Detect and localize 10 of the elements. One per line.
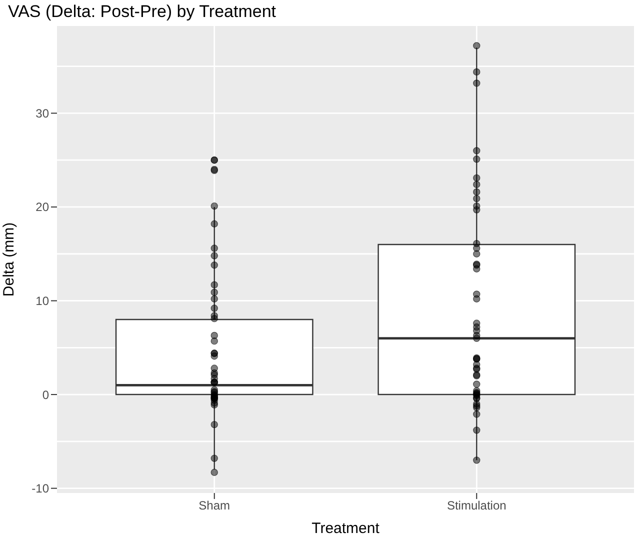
y-tick-label: 10 (36, 294, 50, 308)
x-tick-label: Stimulation (446, 498, 506, 513)
x-axis-title: Treatment (312, 520, 380, 537)
y-tick-label: 20 (36, 200, 50, 214)
y-tick-label: 0 (42, 388, 50, 402)
y-tick-label: -10 (32, 482, 50, 496)
y-tick-label: 30 (36, 106, 50, 120)
chart-title: VAS (Delta: Post-Pre) by Treatment (8, 2, 277, 23)
x-tick-label: Sham (198, 498, 230, 513)
y-axis-title: Delta (mm) (0, 222, 18, 297)
